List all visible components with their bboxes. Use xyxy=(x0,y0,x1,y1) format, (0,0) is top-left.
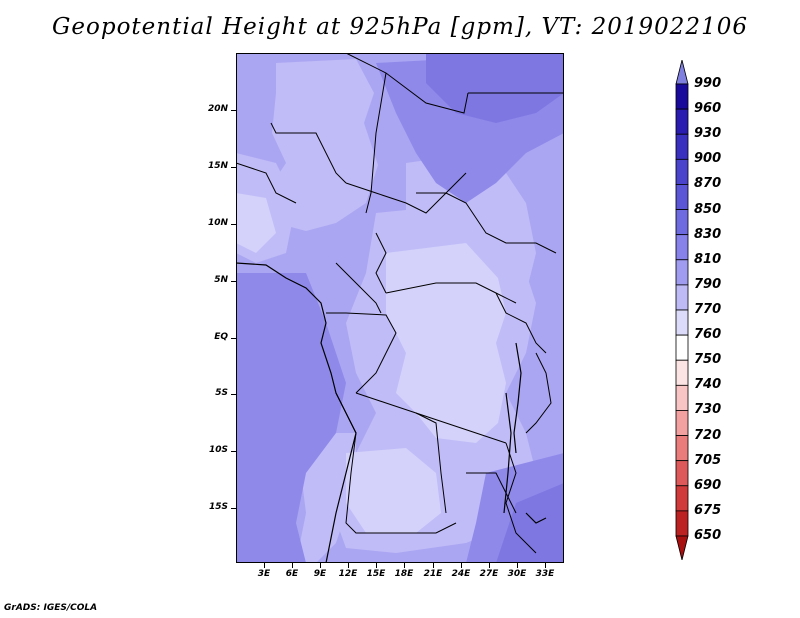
colorbar-swatch xyxy=(675,460,689,487)
lon-label: 3E xyxy=(257,569,271,579)
lat-label: 20N xyxy=(207,104,228,114)
field-lightest-south xyxy=(346,448,441,533)
colorbar-swatch xyxy=(675,485,689,512)
lon-label: 30E xyxy=(507,569,527,579)
colorbar-swatch xyxy=(675,234,689,261)
lat-label: EQ xyxy=(214,332,228,342)
lon-tick xyxy=(264,563,265,568)
field-darkest-north xyxy=(426,53,564,123)
colorbar-label: 930 xyxy=(694,126,722,142)
colorbar-label: 900 xyxy=(694,151,722,167)
field-lightest-west xyxy=(236,193,276,253)
colorbar-label: 810 xyxy=(694,251,722,267)
lon-label: 21E xyxy=(423,569,443,579)
field-dark-southwest xyxy=(236,273,346,563)
coastlines xyxy=(236,262,547,563)
map-panel xyxy=(236,53,564,563)
lon-label: 15E xyxy=(366,569,386,579)
lon-tick xyxy=(320,563,321,568)
colorbar-swatch xyxy=(675,384,689,411)
lon-tick xyxy=(517,563,518,568)
colorbar-swatch xyxy=(675,158,689,185)
map-frame xyxy=(236,53,564,563)
colorbar-label: 870 xyxy=(694,176,722,192)
lon-tick xyxy=(292,563,293,568)
colorbar-top-arrow xyxy=(675,60,689,85)
country-borders xyxy=(236,53,564,554)
colorbar-label: 850 xyxy=(694,201,722,217)
lon-label: 12E xyxy=(338,569,358,579)
lat-tick xyxy=(231,110,236,111)
lat-label: 15S xyxy=(208,502,228,512)
colorbar-swatch xyxy=(675,510,689,537)
lat-tick xyxy=(231,338,236,339)
colorbar-label: 770 xyxy=(694,302,722,317)
field-darkest-southeast xyxy=(496,483,564,563)
lon-label: 27E xyxy=(479,569,499,579)
credit-text: GrADS: IGES/COLA xyxy=(4,603,98,613)
lon-tick xyxy=(545,563,546,568)
lat-tick xyxy=(231,224,236,225)
colorbar-swatch xyxy=(675,83,689,110)
colorbar-swatch xyxy=(675,435,689,462)
lon-tick xyxy=(489,563,490,568)
chart-title: Geopotential Height at 925hPa [gpm], VT:… xyxy=(52,14,748,40)
colorbar-swatch xyxy=(675,184,689,210)
colorbar-label: 705 xyxy=(694,452,722,468)
colorbar xyxy=(675,60,689,560)
lat-tick xyxy=(231,451,236,452)
lat-tick xyxy=(231,394,236,395)
colorbar-label: 830 xyxy=(694,226,722,242)
colorbar-label: 740 xyxy=(694,377,722,393)
lon-label: 24E xyxy=(451,569,471,579)
lon-tick xyxy=(433,563,434,568)
colorbar-label: 720 xyxy=(694,427,722,443)
lon-tick xyxy=(461,563,462,568)
colorbar-label: 675 xyxy=(694,502,722,518)
lon-tick xyxy=(376,563,377,568)
lat-tick xyxy=(231,508,236,509)
colorbar-swatch xyxy=(675,209,689,236)
lon-label: 18E xyxy=(394,569,414,579)
colorbar-swatch xyxy=(675,334,689,361)
lat-tick xyxy=(231,281,236,282)
lon-label: 6E xyxy=(285,569,299,579)
colorbar-swatch xyxy=(675,133,689,160)
colorbar-swatch xyxy=(675,284,689,311)
colorbar-label: 760 xyxy=(694,327,722,343)
colorbar-swatch xyxy=(675,108,689,135)
colorbar-bottom-arrow xyxy=(675,535,689,560)
lat-label: 5S xyxy=(215,388,228,398)
lat-label: 10N xyxy=(207,218,228,228)
colorbar-label: 990 xyxy=(694,76,722,91)
field-lightest-central xyxy=(386,243,506,443)
colorbar-label: 790 xyxy=(694,276,722,292)
colorbar-label: 960 xyxy=(694,101,722,117)
lat-tick xyxy=(231,167,236,168)
lat-label: 15N xyxy=(207,161,228,171)
lon-label: 9E xyxy=(313,569,327,579)
colorbar-swatch xyxy=(675,259,689,286)
lon-tick xyxy=(348,563,349,568)
colorbar-swatch xyxy=(675,359,689,386)
lat-label: 5N xyxy=(214,275,228,285)
lon-label: 33E xyxy=(535,569,555,579)
lon-tick xyxy=(404,563,405,568)
colorbar-label: 690 xyxy=(694,477,722,493)
lat-label: 10S xyxy=(208,445,228,455)
colorbar-label: 650 xyxy=(694,528,722,543)
colorbar-swatch xyxy=(675,410,689,436)
colorbar-swatch xyxy=(675,309,689,336)
colorbar-label: 730 xyxy=(694,402,722,418)
colorbar-label: 750 xyxy=(694,352,722,368)
